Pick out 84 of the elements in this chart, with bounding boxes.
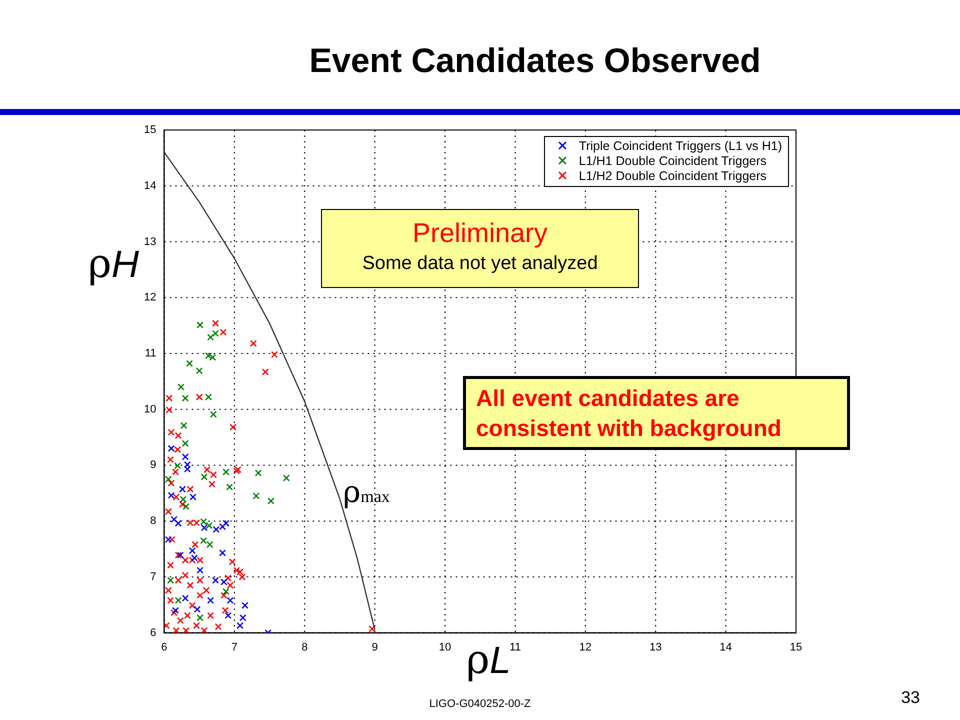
point (219, 549, 226, 556)
point (252, 492, 260, 500)
point (204, 352, 212, 360)
point (172, 606, 179, 614)
point (190, 494, 196, 501)
point (236, 622, 244, 630)
annotation: Some data not yet analyzed (361, 253, 599, 275)
text: LIGO-G040252-00-Z (429, 698, 531, 710)
point (210, 410, 217, 418)
note-box: Preliminary Some data not yet analyzed (321, 209, 639, 288)
point (174, 596, 182, 604)
point (167, 576, 174, 584)
point (209, 354, 216, 361)
point (182, 440, 189, 447)
point (224, 612, 232, 619)
legend-label: L1/H1 Double Coincident Triggers (578, 154, 768, 169)
y-tick-label: 11 (144, 348, 156, 360)
point (180, 422, 188, 430)
x-tick-label: 9 (372, 641, 378, 654)
y-tick-label: 13 (144, 236, 156, 248)
point (226, 484, 233, 490)
point (170, 516, 178, 523)
x-tick-label: 10 (438, 641, 452, 654)
point (174, 462, 182, 470)
note-box: All event candidates are consistent with background (463, 376, 850, 450)
point (200, 537, 208, 544)
y-tick-label: 12 (144, 292, 156, 304)
point (168, 444, 175, 452)
x-tick-label: 6 (161, 641, 168, 654)
x-tick-label: 11 (510, 641, 521, 654)
point (212, 526, 220, 533)
point (282, 474, 290, 482)
point (196, 614, 204, 622)
point (196, 321, 204, 328)
x-tick-label: 15 (790, 641, 802, 654)
text: 33 (901, 688, 920, 708)
point (212, 330, 219, 337)
point (207, 596, 214, 604)
point (196, 566, 204, 574)
y-tick-label: 14 (144, 180, 156, 192)
x-tick-label: 14 (720, 641, 732, 654)
point (178, 384, 185, 390)
point (222, 468, 230, 476)
point (196, 367, 203, 374)
point (204, 394, 212, 401)
point (219, 523, 226, 530)
point (206, 541, 214, 548)
point (200, 518, 208, 526)
y-tick-label: 15 (144, 124, 156, 136)
point (168, 492, 175, 499)
y-tick-label: 9 (150, 459, 156, 472)
point (254, 470, 262, 476)
y-tick-label: 6 (150, 626, 156, 639)
point (222, 520, 230, 527)
y-tick-label: 7 (150, 570, 156, 583)
point (200, 473, 208, 480)
point (206, 522, 213, 530)
x-tick-label: 7 (231, 641, 238, 654)
point (207, 334, 214, 341)
point (241, 602, 248, 609)
point (182, 594, 189, 602)
point (200, 524, 208, 532)
legend-label: Triple Coincident Triggers (L1 vs H1) (578, 139, 782, 154)
point (226, 596, 234, 604)
y-tick-label: 10 (144, 403, 156, 416)
chart-title: Event Candidates Observed (308, 42, 762, 81)
annotation: Preliminary (411, 218, 549, 249)
point (186, 360, 193, 367)
point (267, 497, 274, 504)
point (222, 588, 230, 595)
point (164, 476, 172, 483)
legend-label: L1/H2 Double Coincident Triggers (578, 169, 768, 184)
y-tick-label: 8 (150, 515, 156, 528)
point (179, 486, 186, 493)
point (164, 536, 172, 543)
x-tick-label: 12 (579, 641, 592, 654)
point (220, 578, 228, 586)
point (239, 614, 246, 622)
x-tick-label: 8 (302, 641, 308, 654)
x-tick-label: 13 (649, 641, 662, 654)
point (212, 576, 219, 584)
point (174, 520, 182, 527)
point (194, 606, 201, 613)
point (182, 394, 189, 402)
